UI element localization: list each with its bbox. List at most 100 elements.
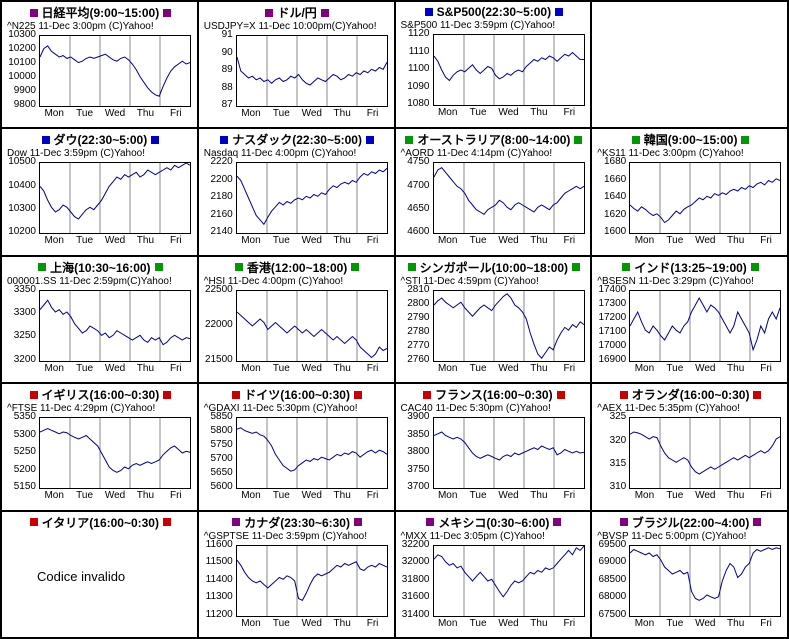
y-tick-label: 31400 [401, 608, 430, 620]
x-tick-label: Tue [666, 617, 684, 629]
x-tick-label: Wed [695, 617, 716, 629]
y-tick-label: 5800 [210, 425, 233, 437]
y-tick-label: 1110 [408, 45, 430, 57]
chart-caption: CAC40 11-Dec 5:30pm (C)Yahoo! [400, 403, 551, 415]
price-chart[interactable] [235, 35, 388, 107]
market-title: シンガポール(10:00~18:00) [419, 260, 569, 275]
y-axis-labels: 11600 11500 11400 11300 11200 [202, 539, 236, 619]
x-tick-label: Thu [333, 108, 351, 119]
y-tick-label: 3200 [13, 353, 36, 365]
market-header: 韓国(9:00~15:00) [595, 131, 786, 148]
x-tick-label: Wed [301, 362, 322, 374]
y-axis-labels: 3900 3850 3800 3750 3700 [399, 412, 433, 492]
x-axis-labels: Mon Tue Wed Thu Fri [39, 489, 191, 502]
x-axis-labels: Mon Tue Wed Thu Fri [433, 617, 585, 630]
market-title: イタリア(16:00~0:30) [41, 515, 159, 530]
y-axis-labels: 10300 10200 10100 10000 9900 9800 [5, 30, 39, 110]
y-tick-label: 17200 [598, 311, 627, 323]
x-axis-labels: Mon Tue Wed Thu Fri [433, 106, 585, 119]
market-color-square-icon [351, 263, 360, 272]
x-tick-label: Fri [563, 617, 576, 629]
y-tick-label: 5600 [210, 481, 233, 493]
y-tick-label: 1100 [407, 63, 430, 74]
y-tick-label: 22500 [204, 283, 233, 295]
y-axis-labels: 4750 4700 4650 4600 [399, 157, 433, 237]
x-tick-label: Wed [498, 617, 519, 629]
market-color-square-icon [220, 135, 229, 144]
market-header: ナスダック(22:30~5:00) [202, 131, 393, 148]
x-tick-label: Thu [530, 362, 548, 374]
chart-area: 1680 1660 1640 1620 1600 [595, 157, 786, 237]
price-chart[interactable] [629, 162, 782, 235]
x-axis-labels: Mon Tue Wed Thu Fri [236, 617, 388, 630]
y-tick-label: 2160 [210, 208, 233, 220]
market-header: イギリス(16:00~0:30) [5, 386, 196, 403]
price-chart[interactable] [432, 162, 585, 235]
y-tick-label: 17000 [598, 339, 627, 351]
y-tick-label: 10200 [8, 226, 36, 238]
y-tick-label: 5650 [210, 467, 233, 479]
chart-caption: ^AORD 11-Dec 4:14pm (C)Yahoo! [400, 148, 553, 160]
x-axis-labels: Mon Tue Wed Thu Fri [629, 489, 781, 502]
market-color-square-icon [163, 390, 172, 399]
x-tick-label: Tue [272, 490, 290, 502]
market-color-square-icon [353, 390, 362, 399]
price-chart[interactable] [235, 289, 388, 362]
market-color-square-icon [631, 135, 640, 144]
market-title: インド(13:25~19:00) [634, 260, 747, 275]
market-color-square-icon [555, 8, 564, 16]
price-chart[interactable] [432, 417, 585, 490]
market-color-square-icon [622, 263, 631, 272]
x-tick-label: Thu [333, 490, 351, 502]
x-tick-label: Thu [136, 108, 155, 119]
x-axis-labels: Mon Tue Wed Thu Fri [236, 234, 388, 247]
y-tick-label: 5200 [13, 463, 36, 475]
y-tick-label: 91 [221, 29, 233, 40]
x-tick-label: Thu [727, 490, 745, 502]
y-tick-label: 2790 [407, 311, 430, 323]
chart-area: 3350 3300 3250 3200 [5, 284, 196, 364]
x-tick-label: Wed [104, 490, 126, 502]
price-chart[interactable] [39, 417, 191, 490]
market-title: ドイツ(16:00~0:30) [244, 388, 350, 403]
y-tick-label: 16900 [598, 353, 627, 365]
x-tick-label: Wed [301, 235, 322, 247]
price-chart[interactable] [629, 544, 782, 617]
price-chart[interactable] [235, 162, 388, 235]
chart-caption: ^BSESN 11-Dec 3:29pm (C)Yahoo! [597, 275, 754, 287]
price-chart[interactable] [235, 544, 388, 617]
y-tick-label: 10000 [8, 71, 36, 82]
price-chart[interactable] [39, 35, 191, 107]
market-title: ドル/円 [277, 6, 317, 20]
price-chart[interactable] [629, 417, 782, 490]
market-color-square-icon [29, 8, 38, 17]
y-tick-label: 11200 [205, 608, 233, 620]
y-tick-label: 3750 [407, 463, 430, 475]
y-tick-label: 87 [221, 99, 233, 110]
price-chart[interactable] [235, 417, 388, 490]
x-axis-labels: Mon Tue Wed Thu Fri [236, 362, 388, 375]
price-chart[interactable] [432, 544, 585, 617]
y-tick-label: 2770 [407, 339, 430, 351]
market-color-square-icon [162, 518, 171, 527]
x-axis-labels: Mon Tue Wed Thu Fri [629, 617, 781, 630]
y-axis-labels: 3350 3300 3250 3200 [5, 284, 39, 364]
price-chart[interactable] [629, 289, 782, 362]
y-tick-label: 5300 [13, 428, 36, 440]
x-tick-label: Tue [469, 617, 487, 629]
market-cell-nikkei: 日経平均(9:00~15:00) ^N225 11-Dec 3:00pm (C)Y… [2, 2, 197, 128]
market-color-square-icon [619, 390, 628, 399]
price-chart[interactable] [39, 162, 191, 235]
x-axis-labels: Mon Tue Wed Thu Fri [39, 362, 191, 375]
x-tick-label: Fri [366, 490, 379, 502]
error-message: Codice invalido [37, 569, 126, 585]
y-tick-label: 3700 [407, 481, 430, 493]
price-chart[interactable] [432, 289, 585, 362]
x-tick-label: Wed [104, 362, 126, 374]
chart-caption: 000001.SS 11-Dec 2:59pm(C)Yahoo! [7, 275, 172, 287]
x-tick-label: Mon [241, 617, 261, 629]
price-chart[interactable] [432, 34, 585, 106]
market-cell-nasdaq: ナスダック(22:30~5:00) Nasdaq 11-Dec 4:00pm (C… [198, 129, 394, 255]
price-chart[interactable] [39, 289, 191, 362]
market-color-square-icon [753, 390, 762, 399]
